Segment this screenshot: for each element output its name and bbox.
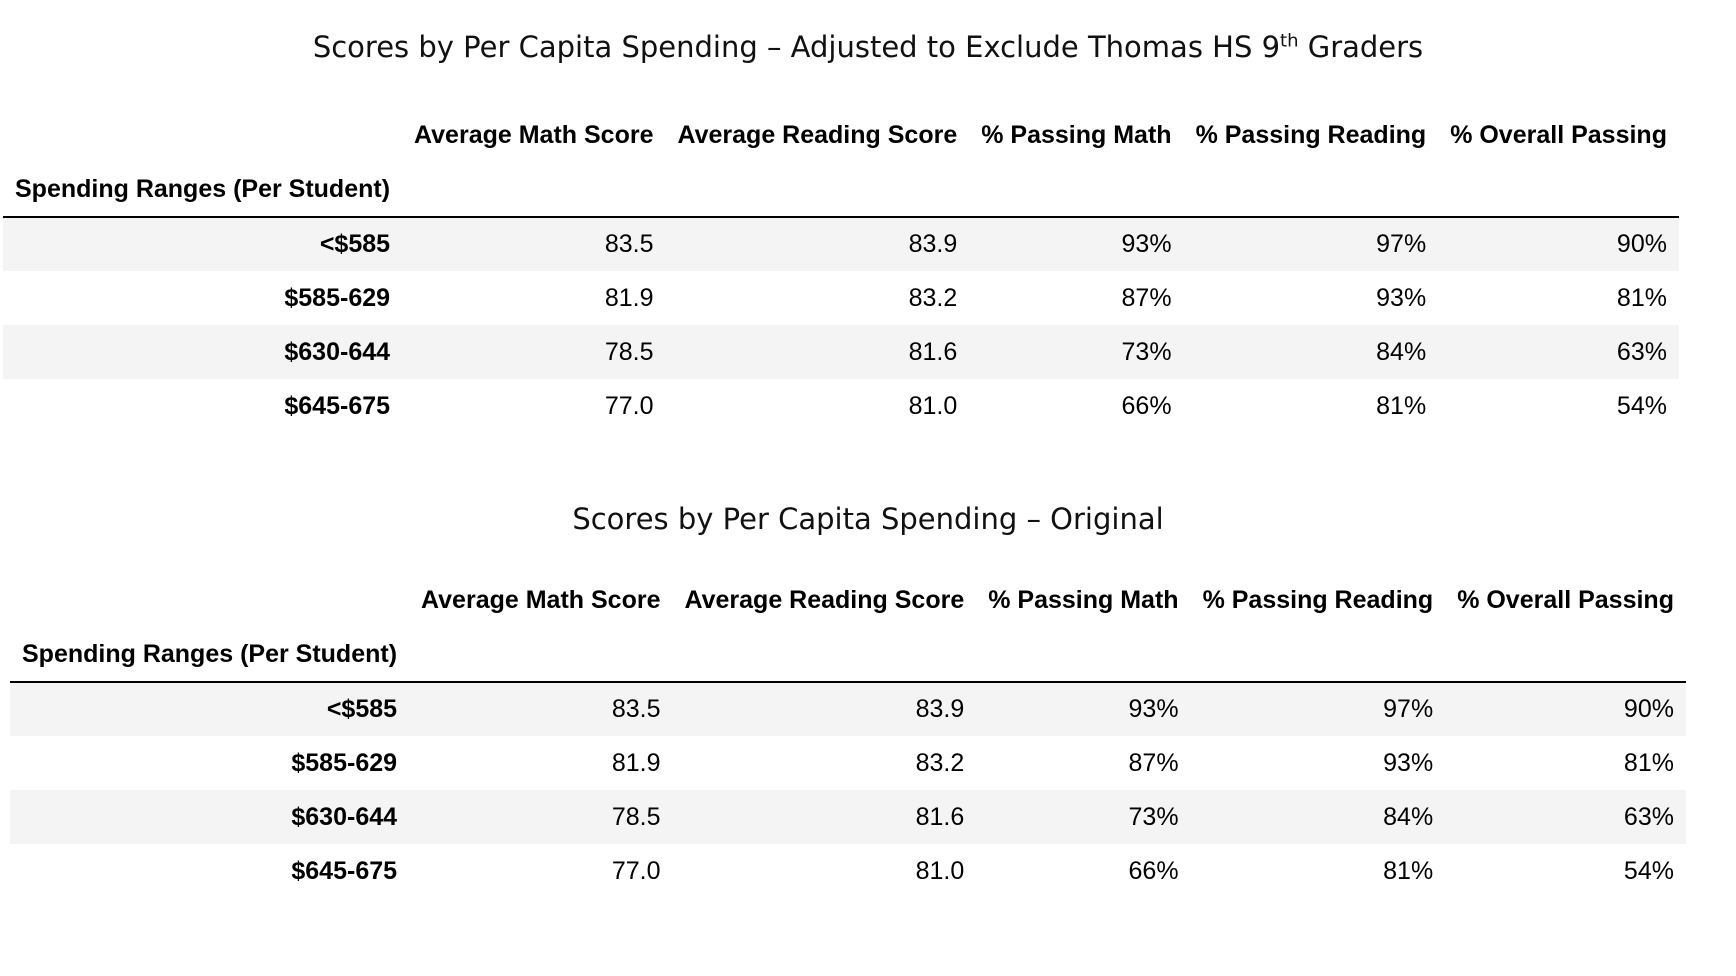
table-cell: 84% (1383, 802, 1434, 831)
table-cell: 90% (1616, 230, 1667, 258)
table-cell: 81.9 (604, 283, 654, 312)
table-row: <$585 83.5 83.9 93% 97% 90% (3, 217, 1679, 271)
corner-cell (3, 108, 402, 162)
table-title: Scores by Per Capita Spending – Adjusted… (0, 30, 1736, 64)
table-cell: 81.0 (915, 856, 965, 885)
column-header: % Passing Reading (1202, 585, 1434, 614)
blank-cell (1184, 162, 1439, 217)
blank-cell (1445, 627, 1686, 682)
table-cell: 77.0 (611, 856, 661, 885)
table-cell: 83.2 (908, 283, 958, 312)
row-label: $645-675 (291, 856, 398, 885)
table-cell: 83.9 (915, 695, 965, 723)
column-header: % Overall Passing (1457, 585, 1674, 614)
table-cell: 93% (1376, 283, 1427, 312)
table-cell: 83.2 (915, 748, 965, 777)
data-table: Average Math Score Average Reading Score… (3, 108, 1679, 433)
blank-cell (976, 627, 1190, 682)
row-label: $630-644 (291, 802, 398, 831)
column-header: % Passing Math (988, 585, 1179, 614)
table-cell: 83.5 (611, 695, 661, 723)
table-cell: 63% (1616, 337, 1667, 366)
column-header: Average Math Score (414, 120, 654, 149)
title-text: Scores by Per Capita Spending – Adjusted… (312, 30, 1281, 64)
table-cell: 81.6 (908, 337, 958, 366)
index-label: Spending Ranges (Per Student) (22, 639, 398, 668)
blank-cell (1438, 162, 1679, 217)
column-header: % Passing Math (981, 120, 1172, 149)
column-header-row: Average Math Score Average Reading Score… (3, 108, 1679, 162)
table-cell: 81.6 (915, 802, 965, 831)
row-label: $630-644 (284, 337, 391, 366)
row-label: $645-675 (284, 391, 391, 420)
index-header-row: Spending Ranges (Per Student) (3, 162, 1679, 217)
table-row: $645-675 77.0 81.0 66% 81% 54% (10, 844, 1686, 898)
table-cell: 81% (1616, 283, 1667, 312)
table-cell: 83.5 (604, 230, 654, 258)
table-cell: 81.0 (908, 391, 958, 420)
index-label: Spending Ranges (Per Student) (15, 174, 391, 203)
table-cell: 54% (1616, 391, 1667, 420)
title-tail: Graders (1298, 30, 1424, 64)
table-cell: 93% (1121, 230, 1172, 258)
table-cell: 87% (1121, 283, 1172, 312)
table-cell: 90% (1623, 695, 1674, 723)
table-cell: 84% (1376, 337, 1427, 366)
table-row: $630-644 78.5 81.6 73% 84% 63% (10, 790, 1686, 844)
table-row: $585-629 81.9 83.2 87% 93% 81% (10, 736, 1686, 790)
corner-cell (10, 573, 409, 627)
title-text: Scores by Per Capita Spending – Original (572, 502, 1164, 536)
row-label: <$585 (326, 695, 398, 723)
blank-cell (1191, 627, 1446, 682)
table-title: Scores by Per Capita Spending – Original (0, 502, 1736, 536)
title-superscript: th (1280, 30, 1299, 52)
blank-cell (409, 627, 672, 682)
table-cell: 73% (1121, 337, 1172, 366)
table-cell: 66% (1128, 856, 1179, 885)
table-cell: 97% (1376, 230, 1427, 258)
table-row: <$585 83.5 83.9 93% 97% 90% (10, 682, 1686, 736)
column-header: Average Reading Score (677, 120, 958, 149)
table-row: $585-629 81.9 83.2 87% 93% 81% (3, 271, 1679, 325)
table-cell: 66% (1121, 391, 1172, 420)
table-cell: 81% (1383, 856, 1434, 885)
table-cell: 81% (1623, 748, 1674, 777)
table-cell: 97% (1383, 695, 1434, 723)
table-cell: 87% (1128, 748, 1179, 777)
table-cell: 78.5 (604, 337, 654, 366)
column-header: % Passing Reading (1195, 120, 1427, 149)
row-label: $585-629 (291, 748, 398, 777)
blank-cell (672, 627, 976, 682)
table-row: $645-675 77.0 81.0 66% 81% 54% (3, 379, 1679, 433)
table-cell: 83.9 (908, 230, 958, 258)
blank-cell (969, 162, 1183, 217)
row-label: $585-629 (284, 283, 391, 312)
index-header-row: Spending Ranges (Per Student) (10, 627, 1686, 682)
column-header: % Overall Passing (1450, 120, 1667, 149)
blank-cell (665, 162, 969, 217)
table-cell: 81% (1376, 391, 1427, 420)
blank-cell (402, 162, 665, 217)
table-cell: 73% (1128, 802, 1179, 831)
column-header-row: Average Math Score Average Reading Score… (10, 573, 1686, 627)
table-cell: 78.5 (611, 802, 661, 831)
table-cell: 77.0 (604, 391, 654, 420)
data-table: Average Math Score Average Reading Score… (10, 573, 1686, 898)
table-cell: 93% (1128, 695, 1179, 723)
table-cell: 81.9 (611, 748, 661, 777)
table-row: $630-644 78.5 81.6 73% 84% 63% (3, 325, 1679, 379)
column-header: Average Reading Score (684, 585, 965, 614)
row-label: <$585 (319, 230, 391, 258)
table-cell: 93% (1383, 748, 1434, 777)
column-header: Average Math Score (421, 585, 661, 614)
table-cell: 54% (1623, 856, 1674, 885)
table-cell: 63% (1623, 802, 1674, 831)
